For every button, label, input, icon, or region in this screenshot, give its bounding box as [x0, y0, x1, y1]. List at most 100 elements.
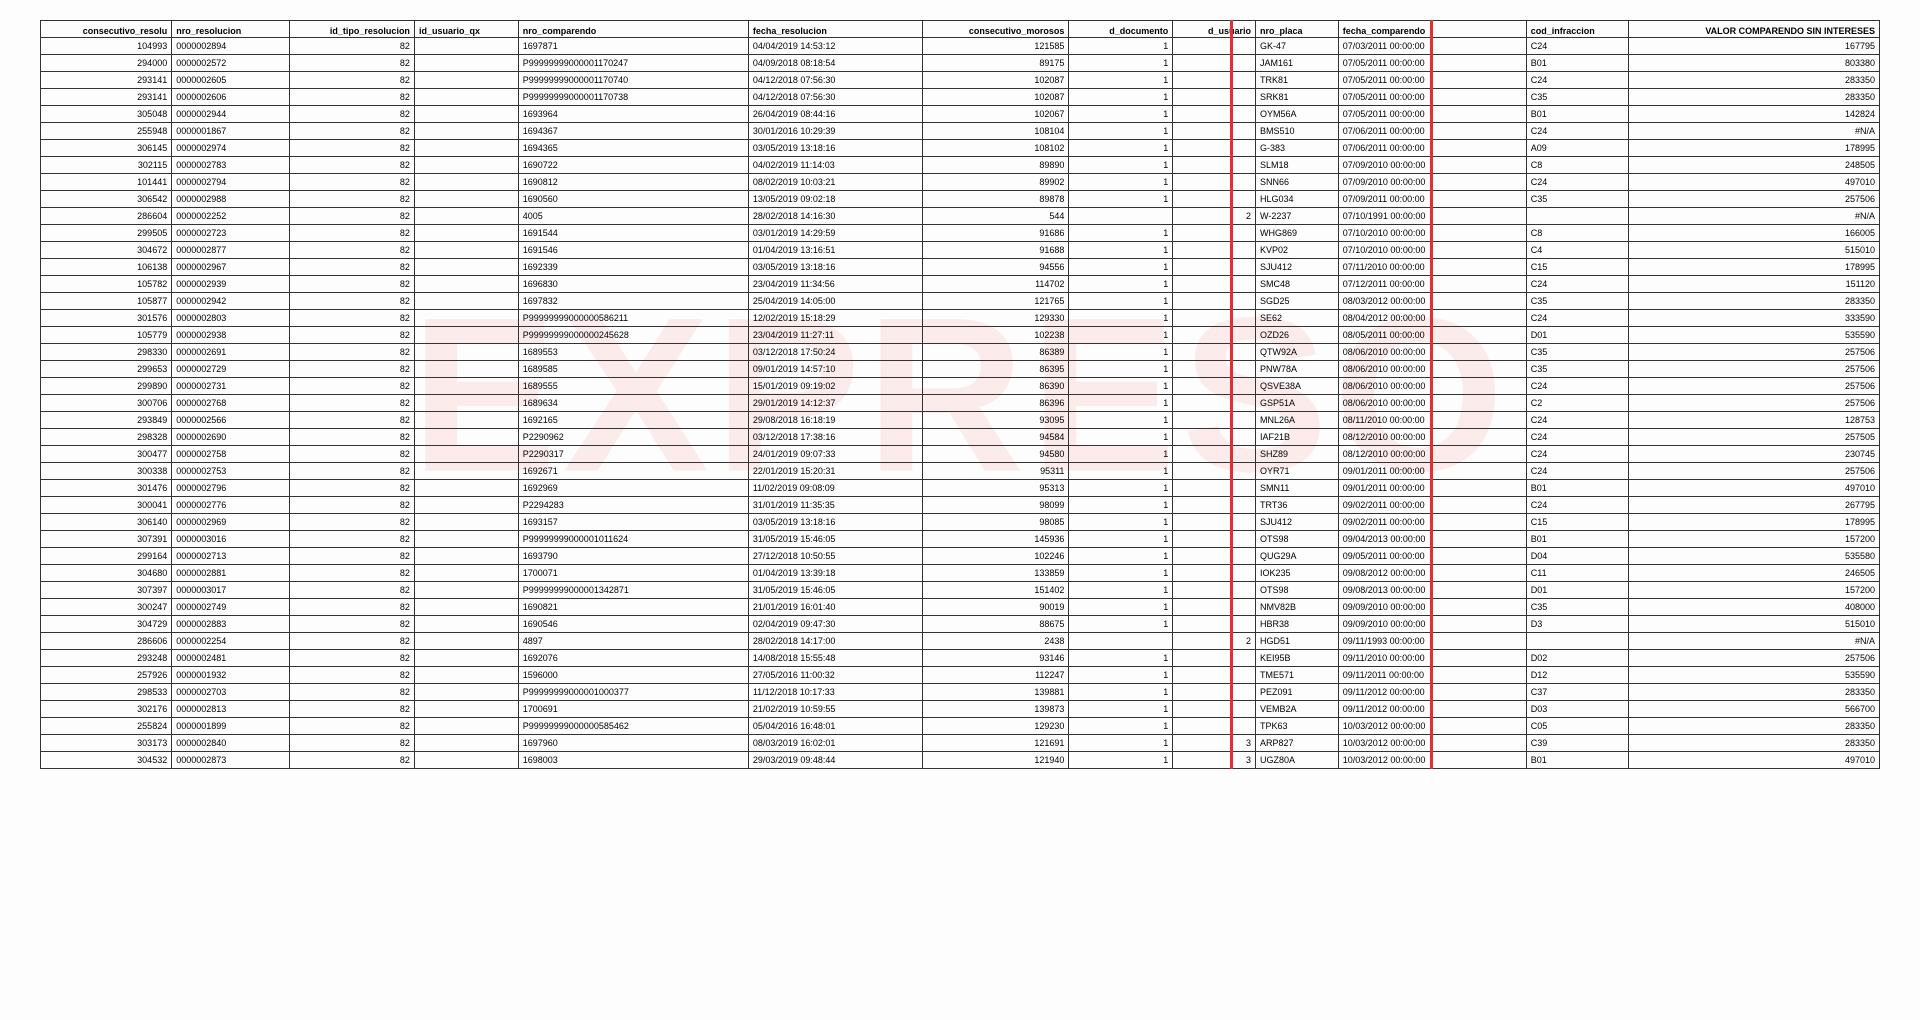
- cell-fecha_res: 14/08/2018 15:55:48: [748, 650, 922, 667]
- cell-valor: 283350: [1629, 684, 1880, 701]
- cell-id_tipo: 82: [290, 310, 415, 327]
- cell-fecha_res: 23/04/2019 11:27:11: [748, 327, 922, 344]
- cell-id_usu_qx: [414, 276, 518, 293]
- cell-valor: 497010: [1629, 752, 1880, 769]
- cell-consec: 105779: [41, 327, 172, 344]
- cell-placa: HLG034: [1256, 191, 1339, 208]
- cell-consec_mor: 98085: [922, 514, 1069, 531]
- cell-cod_inf: [1526, 633, 1628, 650]
- cell-d_doc: 1: [1069, 123, 1173, 140]
- cell-consec_mor: 88675: [922, 616, 1069, 633]
- cell-nro_comp: 1690560: [518, 191, 748, 208]
- cell-nro_comp: 1697832: [518, 293, 748, 310]
- cell-valor: 257506: [1629, 191, 1880, 208]
- cell-id_usu_qx: [414, 616, 518, 633]
- cell-d_doc: 1: [1069, 327, 1173, 344]
- cell-placa: MNL26A: [1256, 412, 1339, 429]
- table-row: 286604000000225282400528/02/2018 14:16:3…: [41, 208, 1880, 225]
- cell-fecha_res: 31/01/2019 11:35:35: [748, 497, 922, 514]
- cell-valor: 283350: [1629, 718, 1880, 735]
- table-row: 255948000000186782169436730/01/2016 10:2…: [41, 123, 1880, 140]
- cell-consec_mor: 90019: [922, 599, 1069, 616]
- cell-consec: 300706: [41, 395, 172, 412]
- cell-d_doc: 1: [1069, 735, 1173, 752]
- cell-placa: TRK81: [1256, 72, 1339, 89]
- cell-cod_inf: C35: [1526, 191, 1628, 208]
- cell-id_tipo: 82: [290, 123, 415, 140]
- cell-nro_comp: 1689585: [518, 361, 748, 378]
- cell-nro_comp: P99999999000001170740: [518, 72, 748, 89]
- cell-d_usu: [1173, 378, 1256, 395]
- cell-id_usu_qx: [414, 701, 518, 718]
- cell-fecha_res: 08/03/2019 16:02:01: [748, 735, 922, 752]
- cell-d_usu: [1173, 72, 1256, 89]
- cell-consec: 294000: [41, 55, 172, 72]
- cell-id_tipo: 82: [290, 633, 415, 650]
- cell-consec_mor: 86395: [922, 361, 1069, 378]
- cell-consec: 303173: [41, 735, 172, 752]
- cell-consec_mor: 86396: [922, 395, 1069, 412]
- cell-id_tipo: 82: [290, 412, 415, 429]
- col-header-id_usu_qx: id_usuario_qx: [414, 21, 518, 38]
- cell-cod_inf: D03: [1526, 701, 1628, 718]
- cell-d_doc: 1: [1069, 140, 1173, 157]
- cell-d_usu: 3: [1173, 752, 1256, 769]
- col-header-nro_comp: nro_comparendo: [518, 21, 748, 38]
- cell-fecha_res: 22/01/2019 15:20:31: [748, 463, 922, 480]
- table-row: 255824000000189982P999999990000005854620…: [41, 718, 1880, 735]
- cell-fecha_res: 15/01/2019 09:19:02: [748, 378, 922, 395]
- cell-nro_comp: 4897: [518, 633, 748, 650]
- cell-placa: SGD25: [1256, 293, 1339, 310]
- cell-d_doc: 1: [1069, 412, 1173, 429]
- cell-placa: SHZ89: [1256, 446, 1339, 463]
- cell-consec_mor: 89890: [922, 157, 1069, 174]
- cell-consec_mor: 544: [922, 208, 1069, 225]
- cell-nro_comp: 1697871: [518, 38, 748, 55]
- cell-d_doc: 1: [1069, 565, 1173, 582]
- cell-d_doc: 1: [1069, 225, 1173, 242]
- cell-consec_mor: 121585: [922, 38, 1069, 55]
- cell-consec: 306542: [41, 191, 172, 208]
- cell-id_usu_qx: [414, 752, 518, 769]
- cell-placa: TPK63: [1256, 718, 1339, 735]
- cell-d_doc: 1: [1069, 395, 1173, 412]
- table-row: 300477000000275882P229031724/01/2019 09:…: [41, 446, 1880, 463]
- cell-consec: 304532: [41, 752, 172, 769]
- cell-fecha_res: 01/04/2019 13:16:51: [748, 242, 922, 259]
- cell-valor: 257506: [1629, 344, 1880, 361]
- cell-consec: 257926: [41, 667, 172, 684]
- cell-id_usu_qx: [414, 718, 518, 735]
- cell-id_tipo: 82: [290, 582, 415, 599]
- cell-d_doc: 1: [1069, 157, 1173, 174]
- cell-d_usu: [1173, 429, 1256, 446]
- cell-nro_res: 0000002605: [172, 72, 290, 89]
- cell-fecha_res: 03/12/2018 17:50:24: [748, 344, 922, 361]
- cell-id_usu_qx: [414, 378, 518, 395]
- cell-cod_inf: C11: [1526, 565, 1628, 582]
- cell-d_usu: [1173, 616, 1256, 633]
- cell-consec_mor: 112247: [922, 667, 1069, 684]
- cell-placa: HGD51: [1256, 633, 1339, 650]
- cell-fecha_res: 26/04/2019 08:44:16: [748, 106, 922, 123]
- cell-nro_comp: P99999999000001170247: [518, 55, 748, 72]
- cell-nro_res: 0000002252: [172, 208, 290, 225]
- cell-placa: OTS98: [1256, 582, 1339, 599]
- cell-nro_res: 0000002881: [172, 565, 290, 582]
- cell-cod_inf: C24: [1526, 378, 1628, 395]
- cell-d_usu: [1173, 497, 1256, 514]
- cell-valor: 178995: [1629, 140, 1880, 157]
- cell-nro_res: 0000002877: [172, 242, 290, 259]
- cell-nro_res: 0000001932: [172, 667, 290, 684]
- cell-consec_mor: 89902: [922, 174, 1069, 191]
- cell-consec: 301476: [41, 480, 172, 497]
- cell-id_usu_qx: [414, 480, 518, 497]
- table-row: 304729000000288382169054602/04/2019 09:4…: [41, 616, 1880, 633]
- cell-nro_res: 0000002813: [172, 701, 290, 718]
- col-header-d_usu: d_usuario: [1173, 21, 1256, 38]
- cell-consec: 306140: [41, 514, 172, 531]
- cell-d_doc: 1: [1069, 344, 1173, 361]
- cell-nro_res: 0000002796: [172, 480, 290, 497]
- cell-nro_comp: P99999999000000586211: [518, 310, 748, 327]
- cell-d_usu: [1173, 310, 1256, 327]
- table-row: 305048000000294482169396426/04/2019 08:4…: [41, 106, 1880, 123]
